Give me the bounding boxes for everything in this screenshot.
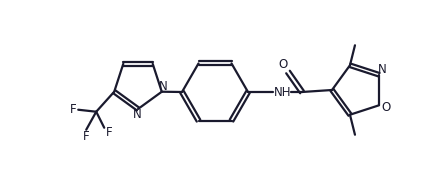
Text: N: N (133, 108, 141, 122)
Text: F: F (106, 126, 113, 139)
Text: N: N (158, 80, 167, 93)
Text: F: F (70, 103, 76, 116)
Text: NH: NH (274, 85, 292, 98)
Text: O: O (381, 101, 391, 114)
Text: N: N (378, 63, 387, 76)
Text: F: F (83, 130, 89, 143)
Text: O: O (279, 59, 288, 71)
